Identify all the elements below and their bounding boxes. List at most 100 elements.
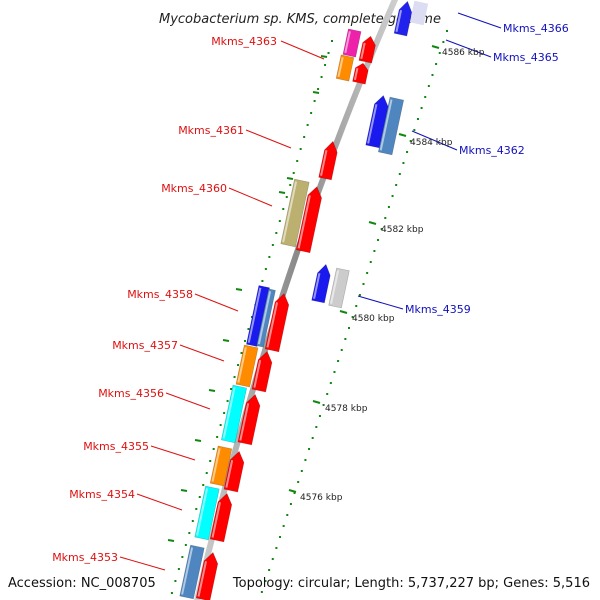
gene-block-red-f (237, 394, 261, 446)
minor-dot (282, 208, 285, 210)
connector-left-3 (194, 293, 239, 312)
ruler-dot (406, 151, 409, 153)
gene-label-mkms-4362[interactable]: Mkms_4362 (459, 144, 525, 157)
ruler-dot (420, 107, 423, 109)
gene-block-red-d-shape (264, 293, 290, 353)
minor-tick-track (167, 40, 333, 594)
minor-dot (324, 64, 327, 66)
gene-label-mkms-4353[interactable]: Mkms_4353 (52, 551, 118, 564)
gene-block-mkms-4366-shape (393, 0, 413, 37)
ruler-dot (311, 437, 314, 439)
gene-block-red-h (209, 493, 233, 543)
minor-major-tick-8 (180, 489, 188, 492)
ruler-dot (293, 492, 296, 494)
minor-dot (313, 100, 316, 102)
connector-left-0 (280, 40, 325, 60)
gene-label-mkms-4366[interactable]: Mkms_4366 (503, 22, 569, 35)
gene-label-mkms-4355[interactable]: Mkms_4355 (83, 440, 149, 453)
gene-label-mkms-4354[interactable]: Mkms_4354 (69, 488, 135, 501)
ruler-dot (318, 415, 321, 417)
gene-block-red-e-shape (251, 350, 273, 393)
ruler-dot (275, 547, 278, 549)
accession-text: Accession: NC_008705 (8, 576, 156, 591)
gene-label-mkms-4357[interactable]: Mkms_4357 (112, 339, 178, 352)
gene-block-red-g-shape (223, 450, 245, 493)
minor-dot (191, 520, 194, 522)
ruler-label-4582: 4582 kbp (381, 225, 424, 235)
connector-left-5 (165, 392, 211, 410)
ruler-dot (395, 184, 398, 186)
gene-block-mkms-4361-shape (318, 140, 338, 181)
minor-major-tick-7 (194, 439, 202, 442)
ruler-label-4586: 4586 kbp (442, 48, 485, 58)
gene-block-mkms-4354 (194, 485, 220, 541)
minor-dot (237, 364, 240, 366)
gene-block-red-h-shape (209, 493, 233, 543)
ruler-dot (442, 41, 445, 43)
minor-dot (317, 88, 320, 90)
gene-label-mkms-4361[interactable]: Mkms_4361 (178, 124, 244, 137)
gene-label-mkms-4360[interactable]: Mkms_4360 (161, 182, 227, 195)
ruler-major-tick-5 (288, 489, 297, 493)
ruler-dot (391, 195, 394, 197)
minor-dot (177, 568, 180, 570)
minor-dot (285, 196, 288, 198)
ruler-dot (340, 349, 343, 351)
minor-dot (174, 580, 177, 582)
minor-major-tick-5 (222, 339, 230, 342)
gene-block-mkms-4356-highlight (222, 387, 236, 439)
minor-dot (188, 532, 191, 534)
ruler-dot (347, 327, 350, 329)
ruler-dot (424, 96, 427, 98)
minor-dot (275, 232, 278, 234)
gene-block-red-a (358, 35, 376, 64)
label-connectors (119, 12, 502, 571)
minor-dot (202, 484, 205, 486)
ruler-label-4576: 4576 kbp (300, 493, 343, 503)
ruler-dot (329, 382, 332, 384)
connector-right-0 (457, 12, 502, 29)
ruler-dot (308, 448, 311, 450)
feature-track (179, 0, 429, 600)
gene-block-mkms-4360-shape (280, 178, 310, 248)
minor-dot (327, 52, 330, 54)
gene-block-red-d (264, 293, 290, 353)
gene-block-mkms-4359b (328, 267, 350, 309)
ruler-dot (286, 514, 289, 516)
ruler-major-tick-2 (368, 221, 377, 225)
gene-block-red-i-shape (195, 552, 219, 600)
ruler-dot (416, 118, 419, 120)
gene-block-mkms-4366-highlight (395, 10, 403, 32)
gene-label-mkms-4359[interactable]: Mkms_4359 (405, 303, 471, 316)
gene-block-mkms-4362a-shape (365, 95, 389, 149)
gene-block-mkms-4363 (335, 54, 355, 82)
minor-major-tick-2 (286, 177, 294, 180)
minor-dot (320, 76, 323, 78)
gene-block-mkms-4354-shape (194, 485, 220, 541)
gene-label-mkms-4358[interactable]: Mkms_4358 (127, 288, 193, 301)
minor-dot (271, 244, 274, 246)
ruler-dot (333, 371, 336, 373)
ruler-dot (384, 217, 387, 219)
gene-block-pink-highlight (344, 31, 351, 54)
connector-left-4 (179, 344, 225, 362)
gene-label-mkms-4356[interactable]: Mkms_4356 (98, 387, 164, 400)
minor-dot (296, 160, 299, 162)
minor-dot (223, 412, 226, 414)
gene-label-mkms-4363[interactable]: Mkms_4363 (211, 35, 277, 48)
minor-dot (299, 148, 302, 150)
gene-block-mkms-4355-highlight (211, 448, 221, 482)
gene-block-red-b-highlight (353, 67, 359, 81)
minor-major-tick-6 (208, 389, 216, 392)
gene-block-pink (342, 28, 362, 58)
ruler-dot (289, 503, 292, 505)
gene-block-mkms-4353 (179, 544, 205, 600)
gene-block-mkms-4360-highlight (282, 181, 298, 243)
connector-left-1 (245, 129, 292, 149)
gene-block-red-a-highlight (360, 42, 366, 60)
ruler-dot (279, 536, 282, 538)
gene-block-mkms-4357-highlight (237, 347, 247, 383)
gene-label-mkms-4365[interactable]: Mkms_4365 (493, 51, 559, 64)
minor-dot (205, 472, 208, 474)
gene-block-red-c-shape (295, 186, 322, 254)
